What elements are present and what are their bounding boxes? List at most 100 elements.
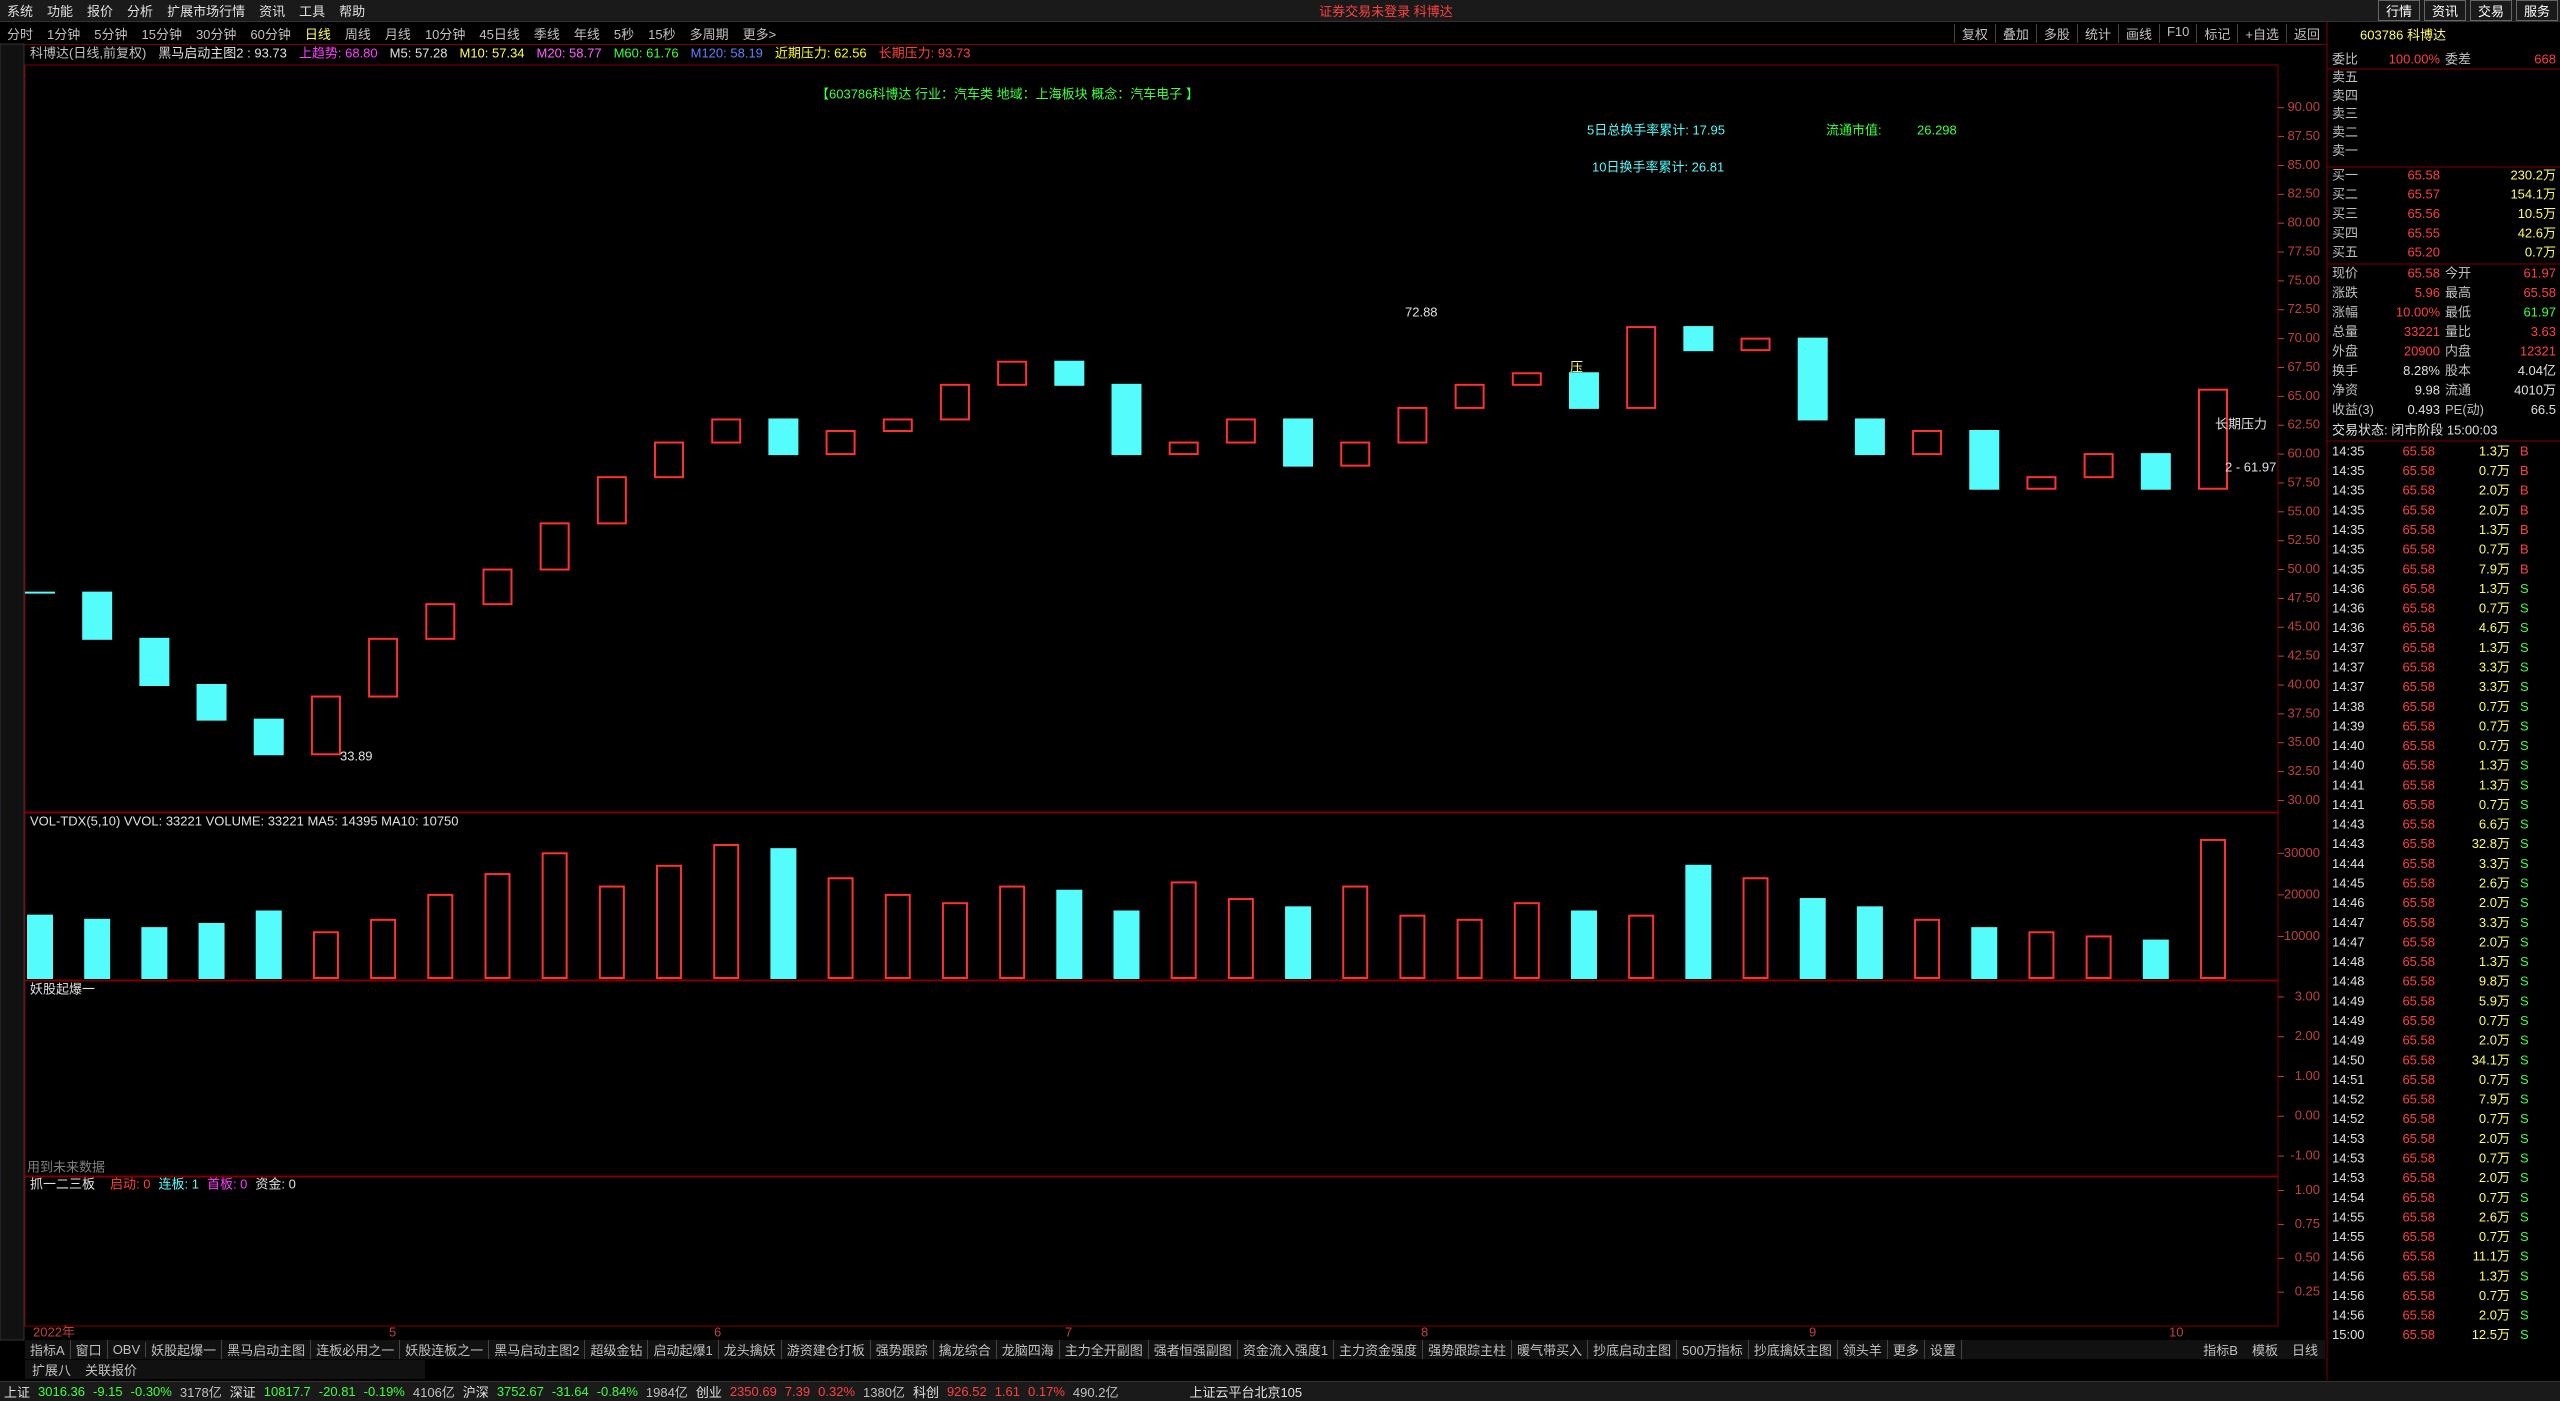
menu-item[interactable]: 资讯: [259, 4, 286, 19]
period-item[interactable]: 年线: [573, 26, 600, 42]
menu-item[interactable]: 报价: [87, 4, 114, 19]
indicator-tab[interactable]: 更多: [1888, 1340, 1925, 1359]
tool-button[interactable]: 统计: [2076, 23, 2118, 43]
menu-item[interactable]: 系统: [7, 4, 34, 19]
period-item[interactable]: 日线: [304, 26, 331, 42]
tool-button[interactable]: 叠加: [1994, 23, 2036, 43]
tab-right[interactable]: 模板: [2251, 1343, 2278, 1358]
tool-button[interactable]: 返回: [2285, 23, 2327, 43]
period-item[interactable]: 15秒: [648, 26, 676, 42]
tool-button[interactable]: F10: [2158, 23, 2196, 43]
indicator-tab[interactable]: 主力资金强度: [1334, 1340, 1424, 1359]
price-label: 85.00: [2287, 157, 2320, 172]
tool-button[interactable]: +自选: [2237, 23, 2286, 43]
tool-button[interactable]: 画线: [2117, 23, 2159, 43]
extra-tab[interactable]: 关联报价: [85, 1363, 138, 1378]
tick-time: 14:36: [2332, 620, 2365, 635]
indicator-tab[interactable]: 强势跟踪主柱: [1423, 1340, 1513, 1359]
indicator-tab[interactable]: 抄底擒妖主图: [1749, 1340, 1838, 1359]
indicator-tab[interactable]: 游资建仓打板: [782, 1340, 871, 1359]
tool-button[interactable]: 多股: [2035, 23, 2077, 43]
tick-volume: 0.7万: [2479, 1190, 2510, 1205]
period-item[interactable]: 10分钟: [424, 26, 466, 42]
period-item[interactable]: 1分钟: [47, 26, 81, 42]
indicator-tab[interactable]: 黑马启动主图2: [489, 1340, 586, 1359]
extra-tab[interactable]: 扩展八: [32, 1363, 72, 1378]
menu-item[interactable]: 帮助: [339, 4, 366, 19]
indicator-tab[interactable]: 500万指标: [1677, 1340, 1749, 1359]
tick-time: 14:55: [2332, 1229, 2365, 1244]
period-item[interactable]: 多周期: [689, 26, 729, 42]
candle: [310, 695, 341, 756]
period-item[interactable]: 5秒: [613, 26, 635, 42]
period-item[interactable]: 月线: [384, 26, 411, 42]
right-menu-item[interactable]: 交易: [2469, 0, 2512, 21]
indicator-tab[interactable]: 领头羊: [1838, 1340, 1888, 1359]
period-item[interactable]: 分时: [7, 26, 34, 42]
indicator-tab[interactable]: 资金流入强度1: [1238, 1340, 1335, 1359]
tick-volume: 32.8万: [2472, 836, 2510, 851]
volume-bar: [1856, 906, 1883, 980]
candle: [139, 637, 170, 686]
tool-button[interactable]: 标记: [2196, 23, 2237, 43]
period-item[interactable]: 周线: [344, 26, 371, 42]
indicator-tab[interactable]: 超级金钻: [585, 1340, 649, 1359]
indicator-tab[interactable]: 强者恒强副图: [1149, 1340, 1238, 1359]
turnover-5: 5日总换手率累计: 17.95: [1587, 122, 1725, 137]
indicator-tab[interactable]: 妖股起爆一: [146, 1340, 223, 1359]
period-item[interactable]: 60分钟: [250, 26, 291, 42]
tab-right[interactable]: 日线: [2291, 1343, 2318, 1358]
indicator-tab[interactable]: OBV: [108, 1342, 147, 1357]
candle: [768, 418, 799, 456]
indicator-tab[interactable]: 擒龙综合: [934, 1340, 997, 1359]
period-item[interactable]: 15分钟: [141, 26, 182, 42]
indicator-tab[interactable]: 龙脑四海: [997, 1340, 1060, 1359]
right-menu-item[interactable]: 行情: [2377, 0, 2420, 21]
tab-right[interactable]: 指标B: [2203, 1343, 2238, 1358]
indicator-tab[interactable]: 抄底启动主图: [1588, 1340, 1678, 1359]
tick-price: 65.58: [2402, 1013, 2435, 1028]
tick-side: S: [2520, 1131, 2529, 1146]
price-label: 90.00: [2287, 99, 2320, 114]
indicator-tab[interactable]: 启动起爆1: [648, 1340, 719, 1359]
tick-price: 65.58: [2402, 738, 2435, 753]
menu-item[interactable]: 工具: [299, 4, 326, 19]
tabs-right: 指标B 模板 日线: [2196, 1340, 2325, 1359]
menu-item[interactable]: 扩展市场行情: [167, 4, 246, 19]
indicator-tab[interactable]: 窗口: [71, 1340, 108, 1359]
volume-bar: [255, 910, 282, 980]
indicator-tab[interactable]: 龙头擒妖: [719, 1340, 782, 1359]
tick-time: 14:37: [2332, 640, 2365, 655]
tick-price: 65.58: [2402, 581, 2435, 596]
annotation: 压: [1570, 359, 1583, 374]
index-field: 0.17%: [1028, 1384, 1065, 1399]
indicator-tab[interactable]: 设置: [1925, 1340, 1962, 1359]
period-item[interactable]: 45日线: [479, 26, 520, 42]
x-label: 2022年: [33, 1324, 75, 1339]
indicator-tab[interactable]: 妖股连板之一: [400, 1340, 490, 1359]
period-item[interactable]: 5分钟: [94, 26, 128, 42]
volume-bar: [370, 918, 397, 979]
indicator-tab[interactable]: 暖气带买入: [1512, 1340, 1589, 1359]
indicator-tab[interactable]: 强势跟踪: [871, 1340, 934, 1359]
tick-price: 65.58: [2402, 1052, 2435, 1067]
index-field: 10817.7: [263, 1384, 311, 1399]
indicator-tab[interactable]: 主力全开副图: [1060, 1340, 1149, 1359]
tool-button[interactable]: 复权: [1953, 23, 1995, 43]
buy-price: 65.56: [2407, 206, 2440, 221]
right-menu-item[interactable]: 服务: [2515, 0, 2558, 21]
buy-price: 65.20: [2407, 245, 2440, 260]
right-menu-item[interactable]: 资讯: [2423, 0, 2466, 21]
menu-item[interactable]: 分析: [127, 4, 154, 19]
indicator-tab[interactable]: 指标A: [25, 1340, 71, 1359]
period-item[interactable]: 更多>: [742, 26, 777, 42]
period-item[interactable]: 季线: [533, 26, 560, 42]
period-item[interactable]: 30分钟: [195, 26, 237, 42]
tick-price: 65.58: [2402, 679, 2435, 694]
tick-side: S: [2520, 1308, 2529, 1323]
indicator-tab[interactable]: 黑马启动主图: [222, 1340, 312, 1359]
indicator-tab[interactable]: 连板必用之一: [311, 1340, 401, 1359]
menu-item[interactable]: 功能: [47, 4, 74, 19]
tick-time: 14:36: [2332, 601, 2365, 616]
